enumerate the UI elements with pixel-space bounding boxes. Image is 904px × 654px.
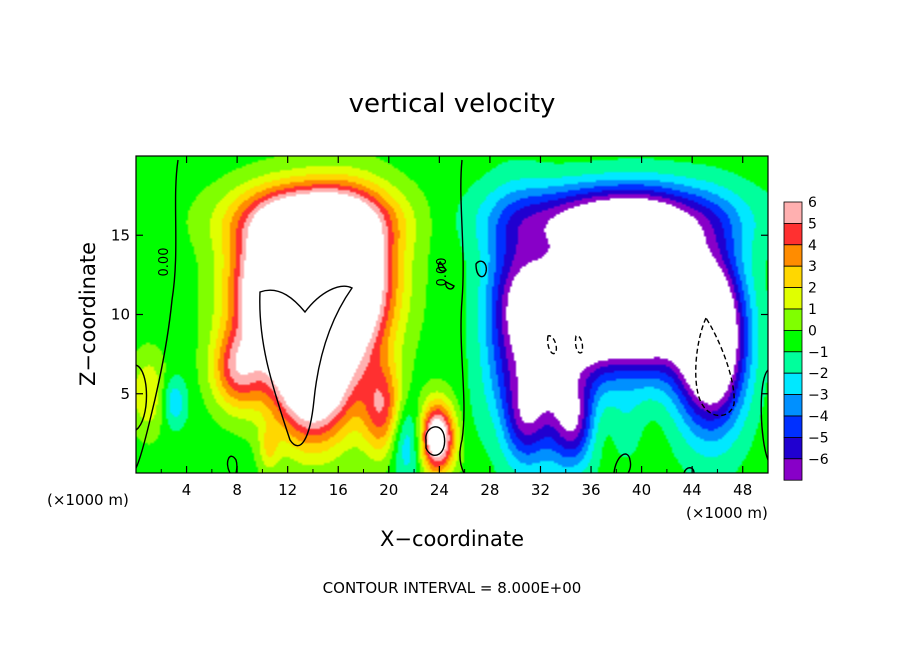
contour-line <box>459 159 465 473</box>
colorbar-tick-label: 1 <box>808 302 817 318</box>
x-unit-label-left: (×1000 m) <box>47 491 129 509</box>
colorbar-tick-label: 3 <box>808 259 817 275</box>
x-tick-label: 4 <box>182 481 192 499</box>
colorbar-swatch <box>783 287 803 310</box>
y-axis-title: Z−coordinate <box>76 242 100 386</box>
plot-area: 0.00 0.00 <box>136 156 768 473</box>
contour-line <box>760 369 768 461</box>
contour-line <box>226 455 238 473</box>
colorbar-swatch <box>783 329 803 353</box>
contour-label: 0.00 <box>157 248 172 277</box>
colorbar-tick-label: −2 <box>808 366 829 382</box>
x-tick-label: 40 <box>632 481 651 499</box>
colorbar-swatch <box>783 458 803 481</box>
colorbar-swatch <box>783 351 803 374</box>
velocity-field <box>136 156 768 473</box>
contour-line <box>259 285 354 447</box>
contour-line-dashed <box>695 316 735 417</box>
contour-line-dashed <box>574 335 584 354</box>
colorbar-swatch <box>783 415 803 438</box>
contour-line <box>444 281 455 290</box>
x-tick-label: 44 <box>683 481 702 499</box>
colorbar-tick-label: −6 <box>808 452 829 468</box>
colorbar-swatch <box>783 201 803 224</box>
y-axis: 5 10 15 <box>111 226 768 403</box>
contour-line <box>437 260 448 272</box>
colorbar-tick-label: −1 <box>808 345 829 361</box>
contour-interval-note: CONTOUR INTERVAL = 8.000E+00 <box>323 579 582 597</box>
y-tick-label: 5 <box>120 385 130 403</box>
x-tick-label: 16 <box>329 481 348 499</box>
contour-line <box>475 260 488 278</box>
x-tick-label: 24 <box>430 481 449 499</box>
contour-line <box>425 426 446 457</box>
colorbar: 6 5 4 3 2 1 0 −1 −2 −3 −4 −5 −6 <box>783 195 829 481</box>
contour-line <box>136 364 148 431</box>
contour-line-dashed <box>546 335 558 355</box>
colorbar-tick-label: 6 <box>808 195 817 211</box>
colorbar-swatch <box>783 222 803 246</box>
colorbar-swatch <box>783 394 803 417</box>
contour-line <box>613 453 632 473</box>
y-tick-label: 10 <box>111 306 130 324</box>
colorbar-tick-label: 0 <box>808 323 817 339</box>
colorbar-swatch <box>783 308 803 331</box>
x-tick-label: 28 <box>480 481 499 499</box>
x-unit-label-right: (×1000 m) <box>686 504 768 522</box>
zero-contours <box>136 159 768 473</box>
y-tick-label: 15 <box>111 226 130 244</box>
x-tick-label: 36 <box>581 481 600 499</box>
colorbar-tick-label: 2 <box>808 281 817 297</box>
contour-label: 0.00 <box>435 258 450 287</box>
colorbar-tick-label: −5 <box>808 430 829 446</box>
colorbar-swatch <box>783 244 803 267</box>
colorbar-tick-label: 5 <box>808 216 817 232</box>
colorbar-swatch <box>783 436 803 460</box>
x-tick-label: 20 <box>379 481 398 499</box>
contour-line <box>136 159 179 469</box>
chart-title: vertical velocity <box>349 89 556 119</box>
x-axis: 4 8 12 16 20 24 28 32 36 40 44 48 <box>160 156 752 499</box>
x-tick-label: 8 <box>232 481 242 499</box>
x-axis-title: X−coordinate <box>380 527 524 551</box>
x-tick-label: 12 <box>278 481 297 499</box>
x-tick-label: 48 <box>733 481 752 499</box>
colorbar-tick-label: 4 <box>808 238 817 254</box>
contour-line <box>683 467 695 473</box>
colorbar-swatch <box>783 265 803 289</box>
colorbar-tick-label: −3 <box>808 388 829 404</box>
colorbar-tick-label: −4 <box>808 409 829 425</box>
colorbar-swatch <box>783 372 803 396</box>
x-tick-label: 32 <box>531 481 550 499</box>
